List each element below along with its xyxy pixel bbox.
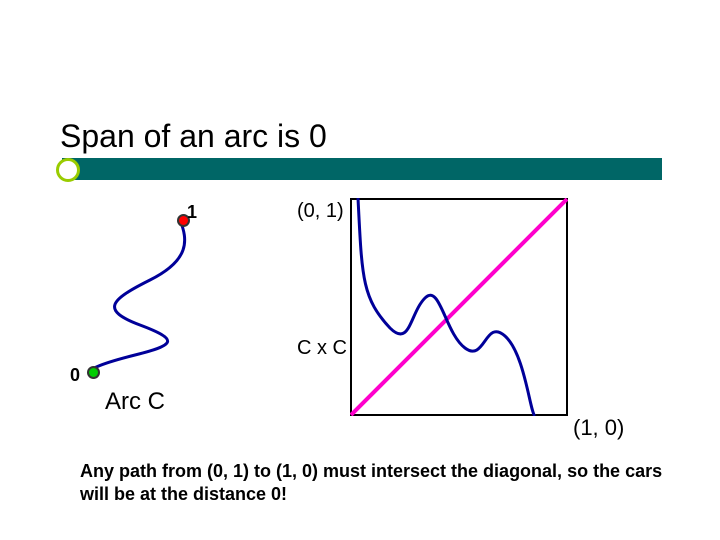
arc-c-label: Arc C [105, 388, 165, 416]
slide-caption: Any path from (0, 1) to (1, 0) must inte… [80, 460, 670, 507]
cxc-label: C x C [297, 337, 347, 360]
one-zero-label: (1, 0) [573, 415, 624, 441]
label-one: 1 [187, 202, 197, 223]
cxc-box [350, 198, 568, 416]
arc-c-curve [80, 210, 210, 375]
zero-one-label: (0, 1) [297, 200, 344, 223]
point-zero [87, 366, 100, 379]
header-bullet-icon [56, 158, 80, 182]
header-bar [62, 158, 662, 180]
slide-title: Span of an arc is 0 [60, 118, 327, 155]
label-zero: 0 [70, 365, 80, 386]
